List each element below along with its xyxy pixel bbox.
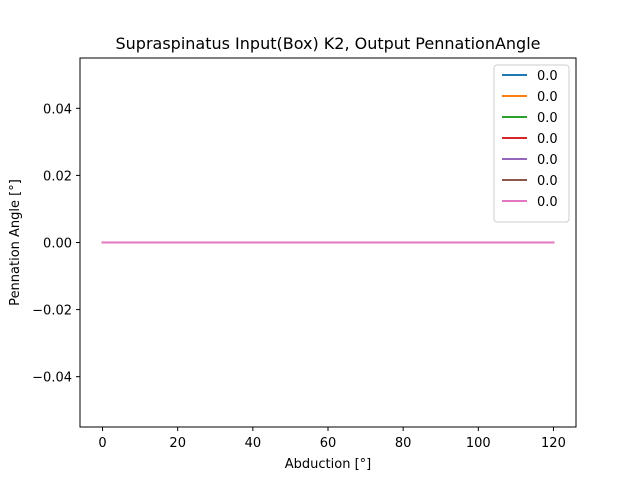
legend-box xyxy=(493,64,570,223)
x-tick-label: 120 xyxy=(541,436,566,451)
x-tick-label: 0 xyxy=(98,436,106,451)
x-tick-label: 80 xyxy=(395,436,412,451)
legend-label: 0.0 xyxy=(537,195,558,210)
y-axis: −0.04 −0.02 0.00 0.02 0.04 xyxy=(32,102,80,386)
chart-title: Supraspinatus Input(Box) K2, Output Penn… xyxy=(116,34,541,53)
y-tick-label: 0.00 xyxy=(43,237,72,252)
x-tick-label: 100 xyxy=(466,436,491,451)
legend-label: 0.0 xyxy=(537,90,558,105)
y-tick-label: −0.02 xyxy=(32,304,72,319)
legend-label: 0.0 xyxy=(537,111,558,126)
x-tick-label: 20 xyxy=(169,436,186,451)
legend-label: 0.0 xyxy=(537,174,558,189)
legend-label: 0.0 xyxy=(537,132,558,147)
legend: 0.0 0.0 0.0 0.0 0.0 0.0 0.0 xyxy=(493,64,570,223)
x-axis: 0 20 40 60 80 100 120 xyxy=(98,427,566,451)
x-tick-label: 40 xyxy=(245,436,262,451)
x-tick-label: 60 xyxy=(320,436,337,451)
y-tick-label: 0.02 xyxy=(43,169,72,184)
y-tick-label: −0.04 xyxy=(32,371,72,386)
legend-label: 0.0 xyxy=(537,153,558,168)
y-axis-label: Pennation Angle [°] xyxy=(8,179,23,306)
legend-label: 0.0 xyxy=(537,69,558,84)
y-tick-label: 0.04 xyxy=(43,102,72,117)
x-axis-label: Abduction [°] xyxy=(285,457,371,472)
